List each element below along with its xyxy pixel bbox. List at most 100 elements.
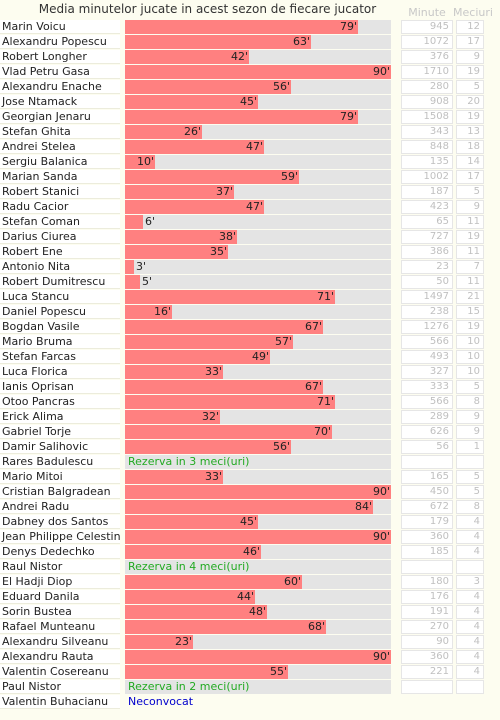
bar-value-label: 84' <box>355 500 373 513</box>
bar <box>125 500 373 514</box>
bar <box>125 215 143 229</box>
bar-value-label: 33' <box>205 365 223 378</box>
bar-track: 70' <box>125 425 391 439</box>
minutes-cell: 1072 <box>401 35 453 49</box>
player-row: Robert Longher 42' 376 9 <box>0 50 500 65</box>
bar-value-label: 5' <box>142 275 153 288</box>
bar-value-label: 26' <box>184 125 202 138</box>
bar-track: 71' <box>125 290 391 304</box>
matches-cell: 10 <box>456 335 484 349</box>
player-row: Alexandru Silveanu 23' 90 4 <box>0 635 500 650</box>
minutes-cell: 566 <box>401 395 453 409</box>
bar <box>125 515 258 529</box>
bar-track: 71' <box>125 395 391 409</box>
matches-cell: 7 <box>456 260 484 274</box>
bar-track: 33' <box>125 470 391 484</box>
bar <box>125 575 302 589</box>
player-name: Luca Stancu <box>0 290 120 304</box>
player-name: Andrei Radu <box>0 500 120 514</box>
bar-track: 44' <box>125 590 391 604</box>
player-name: Stefan Ghita <box>0 125 120 139</box>
bar <box>125 440 291 454</box>
matches-cell: 5 <box>456 470 484 484</box>
bar-track: 56' <box>125 440 391 454</box>
bar <box>125 95 258 109</box>
matches-cell: 9 <box>456 200 484 214</box>
player-name: Eduard Danila <box>0 590 120 604</box>
matches-cell: 20 <box>456 95 484 109</box>
bar-track: 67' <box>125 380 391 394</box>
bar <box>125 620 326 634</box>
player-name: Robert Stanici <box>0 185 120 199</box>
matches-cell: 4 <box>456 590 484 604</box>
bar <box>125 200 264 214</box>
player-row: Ianis Oprisan 67' 333 5 <box>0 380 500 395</box>
player-row: Robert Ene 35' 386 11 <box>0 245 500 260</box>
minutes-cell: 333 <box>401 380 453 394</box>
matches-cell: 19 <box>456 65 484 79</box>
player-row: Rafael Munteanu 68' 270 4 <box>0 620 500 635</box>
minutes-cell: 566 <box>401 335 453 349</box>
minutes-cell: 386 <box>401 245 453 259</box>
matches-cell: 4 <box>456 620 484 634</box>
bar-track: 23' <box>125 635 391 649</box>
player-name: Rafael Munteanu <box>0 620 120 634</box>
bar-value-label: 46' <box>243 545 261 558</box>
player-row: Luca Florica 33' 327 10 <box>0 365 500 380</box>
matches-cell: 21 <box>456 290 484 304</box>
player-row: Valentin Buhacianu Neconvocat <box>0 695 500 710</box>
bar-value-label: 59' <box>281 170 299 183</box>
minutes-cell: 908 <box>401 95 453 109</box>
bar-value-label: 35' <box>210 245 228 258</box>
bar-value-label: 33' <box>205 470 223 483</box>
matches-cell: 4 <box>456 635 484 649</box>
player-name: Marin Voicu <box>0 20 120 34</box>
bar-track: 16' <box>125 305 391 319</box>
bar-track: 3' <box>125 260 391 274</box>
player-row: Mario Mitoi 33' 165 5 <box>0 470 500 485</box>
bar-value-label: 42' <box>231 50 249 63</box>
bar-track: 55' <box>125 665 391 679</box>
matches-column-header: Meciuri <box>453 6 493 19</box>
player-name: Alexandru Enache <box>0 80 120 94</box>
player-name: Otoo Pancras <box>0 395 120 409</box>
player-name: Mario Mitoi <box>0 470 120 484</box>
bar <box>125 590 255 604</box>
player-row: Mario Bruma 57' 566 10 <box>0 335 500 350</box>
bar-track: Rezerva in 4 meci(uri) <box>125 560 391 574</box>
player-row: Georgian Jenaru 79' 1508 19 <box>0 110 500 125</box>
bar-track: 63' <box>125 35 391 49</box>
matches-cell: 4 <box>456 650 484 664</box>
bar <box>125 470 223 484</box>
minutes-column-header: Minute <box>408 6 446 19</box>
minutes-cell: 945 <box>401 20 453 34</box>
minutes-cell: 376 <box>401 50 453 64</box>
matches-cell: 4 <box>456 545 484 559</box>
bar <box>125 230 237 244</box>
minutes-cell: 327 <box>401 365 453 379</box>
minutes-cell: 1002 <box>401 170 453 184</box>
player-row: Andrei Radu 84' 672 8 <box>0 500 500 515</box>
bar <box>125 65 391 79</box>
minutes-cell: 176 <box>401 590 453 604</box>
player-name: Robert Dumitrescu <box>0 275 120 289</box>
minutes-cell: 1710 <box>401 65 453 79</box>
player-name: Georgian Jenaru <box>0 110 120 124</box>
matches-cell: 11 <box>456 245 484 259</box>
minutes-cell: 289 <box>401 410 453 424</box>
bar <box>125 245 228 259</box>
player-name: Valentin Cosereanu <box>0 665 120 679</box>
bar-value-label: 63' <box>293 35 311 48</box>
bar-value-label: 90' <box>373 65 391 78</box>
bar-value-label: 56' <box>273 440 291 453</box>
player-row: Sorin Bustea 48' 191 4 <box>0 605 500 620</box>
player-name: Valentin Buhacianu <box>0 695 120 709</box>
player-name: Mario Bruma <box>0 335 120 349</box>
minutes-cell: 672 <box>401 500 453 514</box>
matches-cell: 1 <box>456 440 484 454</box>
matches-cell: 5 <box>456 380 484 394</box>
bar <box>125 155 155 169</box>
bar <box>125 110 358 124</box>
minutes-cell: 1508 <box>401 110 453 124</box>
player-row: Alexandru Popescu 63' 1072 17 <box>0 35 500 50</box>
